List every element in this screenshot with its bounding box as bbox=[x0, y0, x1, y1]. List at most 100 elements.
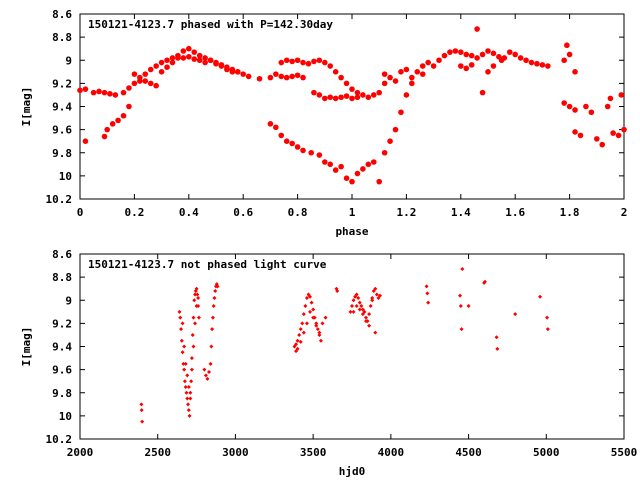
data-point bbox=[256, 75, 263, 82]
data-point bbox=[351, 298, 356, 303]
data-point bbox=[335, 289, 340, 293]
data-point bbox=[153, 82, 159, 89]
data-point bbox=[191, 49, 198, 55]
data-point bbox=[298, 327, 303, 332]
data-point bbox=[234, 69, 241, 75]
data-point bbox=[356, 295, 361, 300]
data-point bbox=[182, 379, 187, 384]
data-point bbox=[77, 87, 83, 94]
data-point bbox=[513, 312, 518, 317]
data-point bbox=[109, 121, 116, 127]
data-point bbox=[131, 71, 138, 77]
x-tick-label: 0.8 bbox=[288, 206, 308, 219]
data-point bbox=[370, 92, 377, 98]
x-tick-label: 4000 bbox=[378, 446, 405, 459]
data-point bbox=[208, 361, 213, 366]
data-point bbox=[349, 86, 355, 92]
data-point bbox=[354, 170, 361, 177]
data-point bbox=[572, 107, 578, 113]
data-point bbox=[474, 26, 480, 32]
data-point bbox=[188, 390, 193, 395]
data-point bbox=[398, 69, 404, 75]
data-point bbox=[610, 130, 616, 136]
data-point bbox=[180, 48, 187, 54]
data-point bbox=[90, 89, 97, 96]
data-point bbox=[301, 312, 306, 317]
data-point bbox=[193, 292, 198, 297]
data-point bbox=[273, 71, 279, 77]
data-point bbox=[618, 92, 625, 98]
data-point bbox=[202, 59, 208, 66]
data-point bbox=[311, 58, 317, 65]
data-point bbox=[107, 90, 113, 97]
data-point bbox=[314, 323, 319, 328]
data-point bbox=[370, 159, 377, 165]
data-point bbox=[215, 284, 220, 289]
y-tick-label: 9 bbox=[65, 294, 72, 307]
data-point bbox=[182, 367, 187, 372]
data-point bbox=[387, 138, 393, 144]
unphased-light-curve-plot: 2000 2500 3000 3500 4000 4500 5000 5500 8.6 8.8 9 9… bbox=[20, 248, 637, 478]
data-point bbox=[294, 57, 301, 64]
data-point bbox=[203, 373, 208, 378]
data-point bbox=[494, 335, 499, 340]
x-tick-label: 0.6 bbox=[233, 206, 253, 219]
data-point bbox=[205, 376, 210, 381]
y-tick-label: 9 bbox=[65, 54, 72, 67]
data-point bbox=[177, 309, 182, 314]
data-point bbox=[373, 330, 378, 335]
data-point bbox=[354, 292, 359, 297]
data-point bbox=[153, 63, 159, 69]
data-point bbox=[523, 57, 529, 64]
data-point bbox=[566, 51, 573, 58]
data-point bbox=[283, 138, 290, 144]
data-point bbox=[583, 103, 589, 110]
x-tick-label: 4500 bbox=[455, 446, 482, 459]
data-point bbox=[224, 66, 230, 73]
data-point bbox=[588, 109, 595, 116]
data-point bbox=[189, 367, 194, 372]
x-tick-label: 0.4 bbox=[179, 206, 199, 219]
data-point bbox=[182, 344, 187, 349]
x-tick-label: 2000 bbox=[67, 446, 94, 459]
data-point bbox=[360, 92, 366, 98]
data-point bbox=[213, 59, 219, 66]
x-axis-label: hjd0 bbox=[339, 465, 366, 478]
plot-title: 150121-4123.7 phased with P=142.30day bbox=[88, 18, 333, 31]
data-point bbox=[545, 63, 551, 69]
data-point bbox=[278, 59, 285, 66]
data-point bbox=[409, 80, 415, 87]
data-point bbox=[482, 279, 487, 284]
data-point bbox=[485, 69, 491, 75]
data-point bbox=[300, 147, 306, 154]
data-point bbox=[539, 62, 546, 68]
data-point bbox=[338, 74, 344, 81]
data-point bbox=[181, 361, 186, 366]
data-point bbox=[403, 66, 410, 73]
data-point bbox=[297, 332, 302, 337]
data-point bbox=[327, 94, 334, 101]
data-point bbox=[343, 93, 350, 99]
data-point bbox=[295, 338, 300, 343]
data-point bbox=[202, 367, 207, 372]
data-point bbox=[599, 141, 606, 148]
data-point bbox=[561, 57, 567, 64]
data-point bbox=[409, 74, 415, 81]
data-point bbox=[545, 315, 550, 320]
data-point bbox=[300, 321, 305, 326]
data-point bbox=[458, 49, 464, 55]
data-point bbox=[577, 132, 584, 139]
data-point bbox=[229, 69, 236, 75]
data-point bbox=[367, 323, 372, 328]
data-point bbox=[373, 286, 378, 291]
data-point bbox=[316, 152, 323, 158]
data-point bbox=[316, 57, 323, 64]
x-tick-label: 1.6 bbox=[505, 206, 525, 219]
data-point bbox=[332, 69, 339, 75]
data-point bbox=[363, 319, 368, 324]
y-tick-label: 9.4 bbox=[52, 101, 72, 114]
data-series bbox=[139, 267, 550, 424]
data-point bbox=[338, 94, 344, 101]
data-point bbox=[354, 94, 361, 101]
data-point bbox=[517, 55, 524, 61]
